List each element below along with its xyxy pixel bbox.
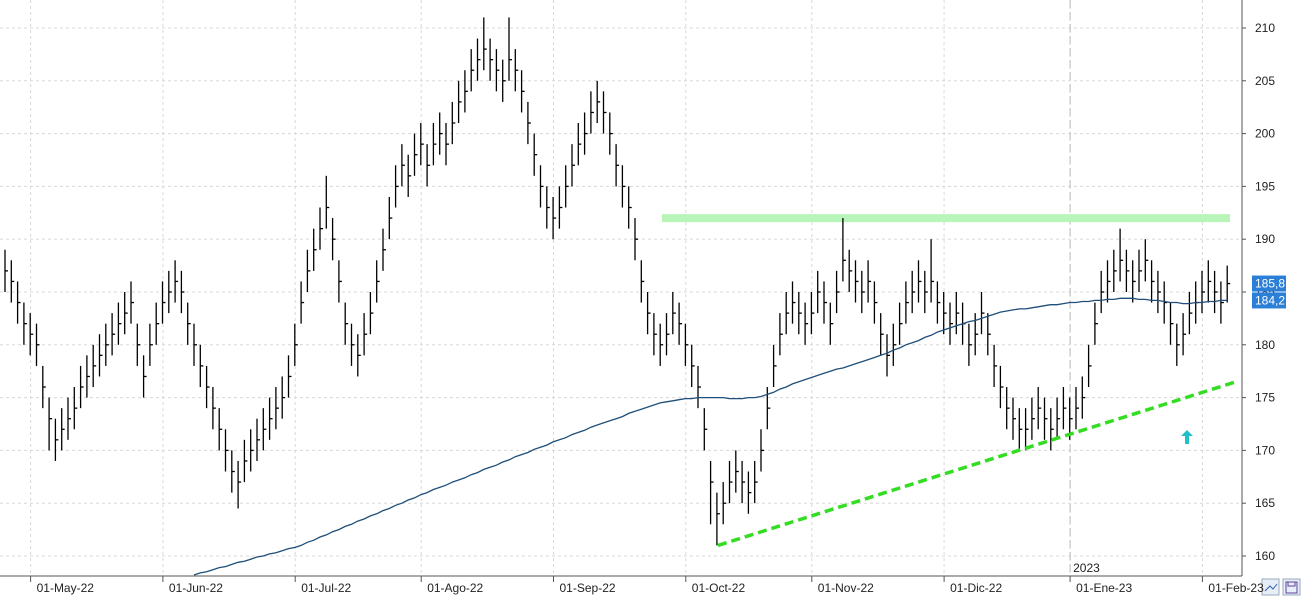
price-marker-label: 184,2 xyxy=(1255,293,1285,307)
x-tick-label: 01-Ene-23 xyxy=(1076,581,1132,595)
save-icon xyxy=(1285,581,1298,594)
y-tick-label: 195 xyxy=(1255,179,1275,193)
x-tick-label: 01-Jul-22 xyxy=(301,581,351,595)
toolbar xyxy=(1261,578,1301,596)
year-label: 2023 xyxy=(1073,561,1100,575)
y-tick-label: 210 xyxy=(1255,21,1275,35)
x-tick-label: 01-Jun-22 xyxy=(169,581,223,595)
zoom-icon xyxy=(1264,583,1278,592)
arrow-icon xyxy=(1181,430,1193,444)
y-tick-label: 205 xyxy=(1255,74,1275,88)
y-tick-label: 200 xyxy=(1255,127,1275,141)
x-tick-label: 01-Feb-23 xyxy=(1208,581,1264,595)
trendline xyxy=(717,380,1237,548)
y-tick-label: 170 xyxy=(1255,443,1275,457)
y-tick-label: 180 xyxy=(1255,338,1275,352)
price-marker-label: 185,8 xyxy=(1255,277,1285,291)
price-marker xyxy=(1252,275,1286,292)
y-tick-label: 175 xyxy=(1255,391,1275,405)
y-tick-label: 165 xyxy=(1255,496,1275,510)
y-tick-label: 160 xyxy=(1255,549,1275,563)
x-tick-label: 01-Oct-22 xyxy=(692,581,746,595)
x-tick-label: 01-Nov-22 xyxy=(818,581,874,595)
y-tick-label: 190 xyxy=(1255,232,1275,246)
save-button[interactable] xyxy=(1282,578,1301,596)
x-tick-label: 01-May-22 xyxy=(37,581,95,595)
price-marker xyxy=(1252,292,1286,309)
x-tick-label: 01-Dic-22 xyxy=(950,581,1002,595)
x-tick-label: 01-Sep-22 xyxy=(560,581,616,595)
x-tick-label: 01-Ago-22 xyxy=(427,581,483,595)
moving-average xyxy=(193,297,1228,576)
